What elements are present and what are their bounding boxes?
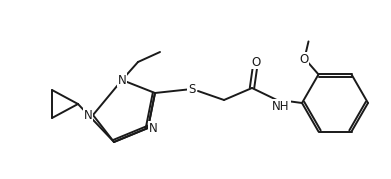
Text: N: N xyxy=(149,122,157,134)
Text: N: N xyxy=(84,108,92,122)
Text: NH: NH xyxy=(272,100,290,112)
Text: N: N xyxy=(118,74,126,86)
Text: S: S xyxy=(188,83,196,96)
Text: O: O xyxy=(299,53,308,66)
Text: O: O xyxy=(251,55,261,69)
